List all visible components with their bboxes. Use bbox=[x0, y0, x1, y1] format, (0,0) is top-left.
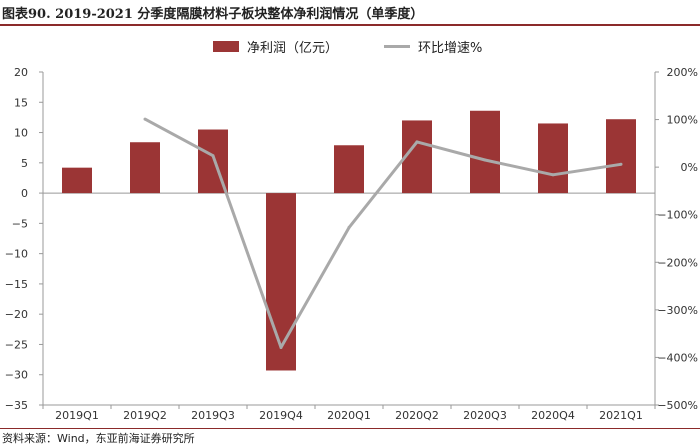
line-point bbox=[483, 158, 487, 162]
y-tick-label: 0 bbox=[21, 187, 28, 200]
line-point bbox=[619, 162, 623, 166]
y-tick-label: 15 bbox=[14, 96, 28, 109]
y-tick-label: −35 bbox=[5, 399, 28, 412]
x-tick-label: 2020Q4 bbox=[531, 409, 575, 422]
legend-swatch-line bbox=[384, 44, 410, 48]
growth-line bbox=[144, 117, 622, 349]
bar bbox=[130, 142, 160, 194]
y-tick-label: −5 bbox=[12, 217, 28, 230]
y-tick-label: 20 bbox=[14, 66, 28, 79]
legend: 净利润（亿元） 环比增速% bbox=[0, 36, 700, 56]
y-tick-label: −25 bbox=[5, 338, 28, 351]
legend-swatch-bar bbox=[213, 40, 239, 52]
line-point bbox=[415, 140, 419, 144]
y2-tick-label: 200% bbox=[667, 66, 698, 79]
source-divider bbox=[0, 428, 700, 429]
source-note: 资料来源：Wind，东亚前海证券研究所 bbox=[2, 432, 195, 445]
bar bbox=[334, 145, 364, 194]
legend-label-net-profit: 净利润（亿元） bbox=[247, 40, 339, 56]
y-tick-label: 10 bbox=[14, 127, 28, 140]
x-tick-label: 2021Q1 bbox=[599, 409, 643, 422]
y-tick-label: −20 bbox=[5, 308, 28, 321]
y-tick-label: 5 bbox=[21, 157, 28, 170]
bar bbox=[62, 167, 92, 194]
x-tick-label: 2019Q4 bbox=[259, 409, 303, 422]
x-tick-label: 2020Q2 bbox=[395, 409, 439, 422]
legend-label-growth: 环比增速% bbox=[418, 40, 483, 56]
line-point bbox=[279, 345, 283, 349]
y2-tick-label: −500% bbox=[657, 399, 698, 412]
bar bbox=[606, 119, 636, 194]
x-tick-label: 2019Q1 bbox=[55, 409, 99, 422]
x-tick-label: 2020Q3 bbox=[463, 409, 507, 422]
y2-tick-label: −300% bbox=[657, 304, 698, 317]
line-point bbox=[347, 226, 351, 230]
line-point bbox=[211, 154, 215, 158]
line-point bbox=[551, 173, 555, 177]
bar bbox=[266, 193, 296, 371]
y-tick-label: −10 bbox=[5, 248, 28, 261]
x-tick-label: 2019Q3 bbox=[191, 409, 235, 422]
y-tick-label: −30 bbox=[5, 369, 28, 382]
legend-item-net-profit: 净利润（亿元） bbox=[213, 36, 338, 56]
x-tick-label: 2019Q2 bbox=[123, 409, 167, 422]
y2-tick-label: −200% bbox=[657, 256, 698, 269]
y2-tick-label: −400% bbox=[657, 351, 698, 364]
bar bbox=[538, 123, 568, 194]
y2-tick-label: 100% bbox=[667, 114, 698, 127]
title-bar: 图表90. 2019-2021 分季度隔膜材料子板块整体净利润情况（单季度） bbox=[0, 0, 700, 26]
y2-tick-label: 0% bbox=[681, 161, 698, 174]
legend-item-growth: 环比增速% bbox=[384, 36, 482, 56]
bar bbox=[470, 110, 500, 194]
line-point bbox=[143, 117, 147, 121]
x-tick-label: 2020Q1 bbox=[327, 409, 371, 422]
y-tick-label: −15 bbox=[5, 278, 28, 291]
chart-title: 图表90. 2019-2021 分季度隔膜材料子板块整体净利润情况（单季度） bbox=[2, 7, 424, 22]
y2-tick-label: −100% bbox=[657, 209, 698, 222]
